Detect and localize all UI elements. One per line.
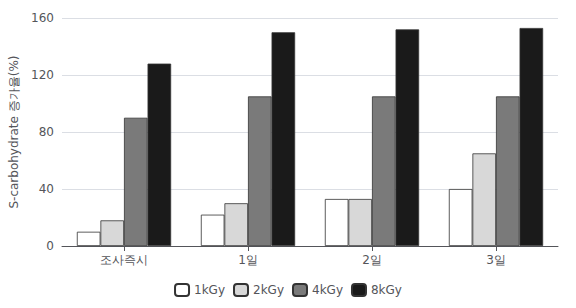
svg-text:1kGy: 1kGy: [194, 283, 225, 297]
svg-text:160: 160: [31, 11, 54, 25]
svg-text:40: 40: [39, 182, 54, 196]
svg-text:S-carbohydrate 증가율(%): S-carbohydrate 증가율(%): [7, 55, 21, 208]
svg-text:3일: 3일: [486, 253, 506, 267]
svg-text:2일: 2일: [362, 253, 382, 267]
svg-text:80: 80: [39, 125, 54, 139]
svg-text:조사즉시: 조사즉시: [100, 253, 148, 267]
svg-text:1일: 1일: [238, 253, 258, 267]
svg-text:0: 0: [46, 239, 54, 253]
svg-text:4kGy: 4kGy: [312, 283, 343, 297]
svg-text:8kGy: 8kGy: [371, 283, 402, 297]
svg-text:2kGy: 2kGy: [253, 283, 284, 297]
svg-text:120: 120: [31, 68, 54, 82]
